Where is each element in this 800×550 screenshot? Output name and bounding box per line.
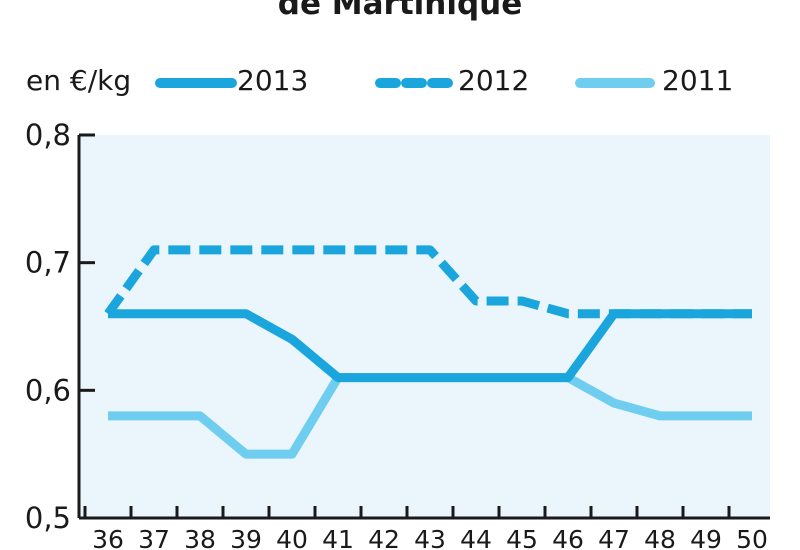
x-tick-label: 42 bbox=[368, 525, 400, 550]
series-layer bbox=[104, 245, 753, 459]
legend-label-2013: 2013 bbox=[237, 64, 309, 97]
x-tick-label: 46 bbox=[552, 525, 584, 550]
x-tick-label: 49 bbox=[690, 525, 722, 550]
x-tick-label: 40 bbox=[276, 525, 308, 550]
x-tick-label: 41 bbox=[322, 525, 354, 550]
x-tick-label: 48 bbox=[644, 525, 676, 550]
x-tick-label: 45 bbox=[506, 525, 538, 550]
y-tick-label: 0,8 bbox=[25, 118, 71, 152]
legend-label-2012: 2012 bbox=[458, 64, 530, 97]
x-tick-label: 36 bbox=[92, 525, 124, 550]
x-tick-label: 50 bbox=[736, 525, 768, 550]
legend-label-2011: 2011 bbox=[662, 64, 734, 97]
plot-background bbox=[79, 135, 770, 518]
x-tick-label: 39 bbox=[230, 525, 262, 550]
x-tick-label: 47 bbox=[598, 525, 630, 550]
x-tick-label: 44 bbox=[460, 525, 492, 550]
x-tick-label: 37 bbox=[138, 525, 170, 550]
axes: 0,5 0,6 0,7 0,8 36 37 38 39 40 41 42 43 44 45 46 47 48 49… bbox=[25, 118, 770, 550]
x-tick-label: 38 bbox=[184, 525, 216, 550]
y-tick-label: 0,6 bbox=[25, 373, 71, 407]
chart-title: de Martinique bbox=[277, 0, 523, 22]
x-tick-label: 43 bbox=[414, 525, 446, 550]
unit-label: en €/kg bbox=[26, 64, 132, 97]
y-tick-label: 0,7 bbox=[25, 246, 71, 280]
y-tick-label: 0,5 bbox=[25, 501, 71, 535]
